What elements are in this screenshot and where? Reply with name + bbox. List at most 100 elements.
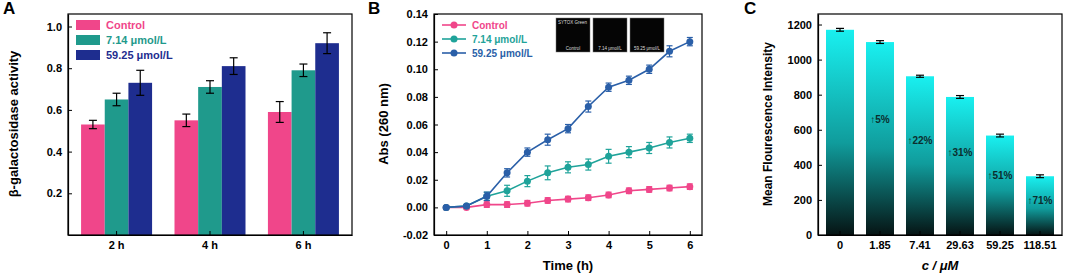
- marker: [504, 201, 511, 208]
- error-cap: [626, 157, 632, 158]
- tick-mark: [840, 231, 841, 235]
- marker: [524, 178, 531, 185]
- axis-title: β-galactosidase activity: [6, 50, 21, 197]
- error-cap: [299, 63, 307, 64]
- inset-label: 59.25 μmol/L: [634, 46, 661, 51]
- error-bar: [524, 148, 530, 156]
- marker: [686, 38, 693, 45]
- tick: 0.2: [47, 187, 72, 199]
- error-bar: [687, 134, 693, 142]
- tick-mark: [434, 207, 438, 208]
- bar: [105, 99, 129, 235]
- tick: 0.10: [407, 63, 438, 75]
- error-cap: [565, 172, 571, 173]
- error-bar: [182, 114, 190, 127]
- error-cap: [206, 93, 214, 94]
- tick-label: 4: [606, 239, 613, 251]
- error-cap: [626, 76, 632, 77]
- tick-label: 0.2: [47, 187, 62, 199]
- tick-label: 4 h: [202, 239, 218, 251]
- error-cap: [836, 28, 844, 29]
- inset-image: [556, 18, 590, 52]
- axis: -0.020.000.020.040.060.080.100.120.14: [403, 8, 438, 241]
- tick: 4 h: [202, 231, 218, 251]
- tick: 6: [687, 231, 693, 251]
- error-cap: [646, 153, 652, 154]
- error-bar: [606, 149, 612, 163]
- error-cap: [113, 93, 121, 94]
- marker: [666, 48, 673, 55]
- bar: [292, 70, 316, 235]
- error-cap: [484, 192, 490, 193]
- error-cap: [545, 179, 551, 180]
- error-cap: [606, 149, 612, 150]
- bar: [986, 136, 1014, 235]
- marker: [625, 149, 632, 156]
- error-cap: [956, 98, 964, 99]
- error-cap: [545, 165, 551, 166]
- axis-title: Abs (260 nm): [376, 83, 391, 165]
- error-bar: [565, 196, 571, 202]
- error-bar: [585, 159, 591, 170]
- bar: [1026, 176, 1054, 235]
- error-cap: [89, 128, 97, 129]
- bar: [81, 125, 105, 236]
- error-bar: [646, 187, 652, 193]
- tick: 0.4: [47, 146, 72, 158]
- annotation: ↑51%: [987, 170, 1012, 181]
- error-bar: [585, 195, 591, 201]
- legend: Control7.14 μmol/L59.25 μmol/L: [442, 20, 533, 59]
- tick-label: 6 h: [295, 239, 311, 251]
- tick-mark: [880, 231, 881, 235]
- chart-svg: 0.20.40.60.81.02 h4 h6 hβ-galactosidase …: [0, 0, 1068, 278]
- tick: 400: [794, 159, 822, 171]
- annotation: ↑22%: [907, 135, 932, 146]
- series-line: [446, 42, 690, 208]
- marker: [666, 139, 673, 146]
- marker: [504, 169, 511, 176]
- tick-mark: [920, 231, 921, 235]
- tick: 0.08: [407, 91, 438, 103]
- error-cap: [687, 134, 693, 135]
- error-cap: [687, 37, 693, 38]
- axis-line: [68, 15, 69, 236]
- bar: [268, 112, 292, 235]
- tick: 0.8: [47, 62, 72, 74]
- marker: [443, 204, 450, 211]
- error-bar: [606, 83, 612, 91]
- marker: [565, 196, 572, 203]
- error-bar: [504, 202, 510, 208]
- tick-label: 6: [687, 239, 693, 251]
- tick-label: 0.04: [407, 146, 429, 158]
- tick: 0.00: [407, 201, 438, 213]
- tick: 0.02: [407, 174, 438, 186]
- legend-swatch: [76, 35, 100, 45]
- error-bar: [524, 176, 530, 187]
- tick-label: 0: [837, 239, 843, 251]
- tick: 6 h: [295, 231, 311, 251]
- error-cap: [687, 45, 693, 46]
- error-bar: [646, 65, 652, 73]
- error-cap: [667, 56, 673, 57]
- bar: [222, 66, 246, 235]
- bar: [315, 43, 339, 235]
- error-cap: [230, 57, 238, 58]
- error-cap: [565, 124, 571, 125]
- tick-mark: [446, 231, 447, 235]
- error-cap: [484, 192, 490, 193]
- error-cap: [876, 40, 884, 41]
- marker: [565, 164, 572, 171]
- error-cap: [136, 95, 144, 96]
- tick-label: 0.06: [407, 119, 428, 131]
- tick-label: 59.25: [986, 239, 1014, 251]
- tick-mark: [818, 60, 822, 61]
- marker: [585, 103, 592, 110]
- tick-mark: [68, 193, 72, 194]
- error-cap: [626, 146, 632, 147]
- error-cap: [585, 158, 591, 159]
- error-bar: [687, 184, 693, 190]
- tick: 118.51: [1023, 231, 1056, 251]
- error-stem: [233, 58, 234, 75]
- error-cap: [585, 111, 591, 112]
- marker: [544, 136, 551, 143]
